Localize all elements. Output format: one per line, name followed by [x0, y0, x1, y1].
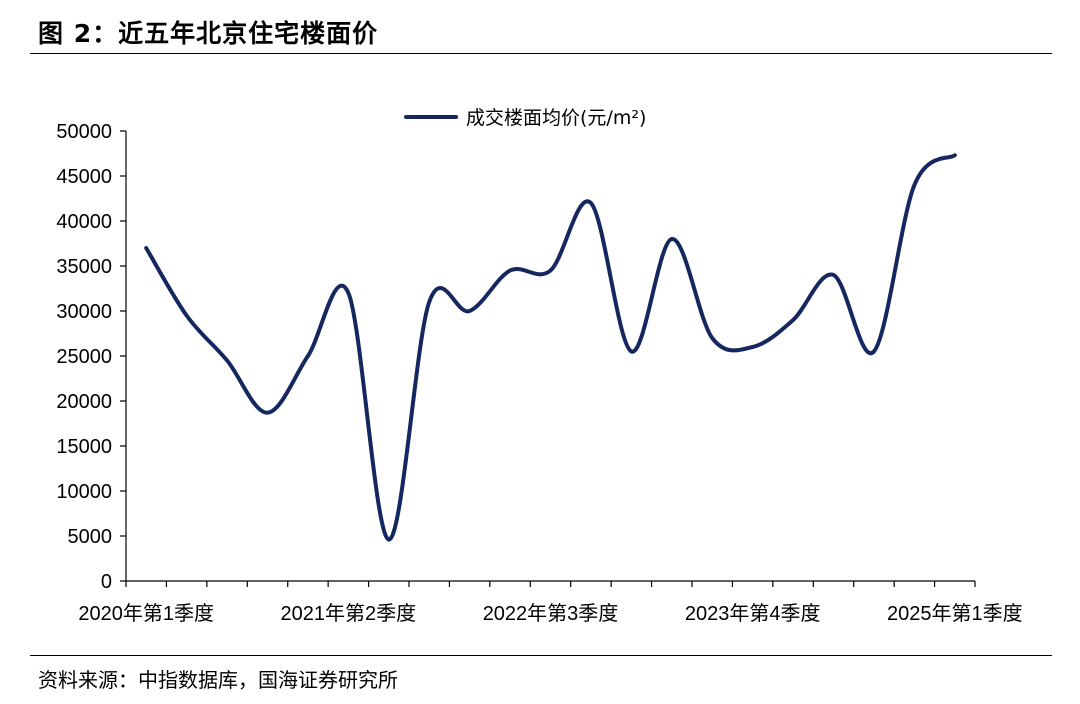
y-axis: 0 5000 10000 15000 20000 25000 30000 35000 40000… [56, 121, 127, 593]
data-point [144, 246, 148, 250]
y-tick-label: 20000 [56, 391, 112, 413]
data-point [751, 345, 755, 349]
data-point [225, 359, 229, 363]
y-tick-label: 10000 [56, 481, 112, 503]
data-point [670, 237, 674, 241]
y-tick-label: 0 [101, 571, 112, 593]
x-tick-label: 2022年第3季度 [483, 602, 619, 625]
bottom-rule [30, 655, 1052, 656]
data-point [306, 354, 310, 358]
data-point [872, 350, 876, 354]
data-point [468, 309, 472, 313]
y-tick-label: 50000 [56, 121, 112, 143]
data-point [710, 336, 714, 340]
y-tick-label: 25000 [56, 346, 112, 368]
y-tick-label: 5000 [68, 526, 113, 548]
series-group [144, 153, 957, 542]
y-tick-label: 35000 [56, 256, 112, 278]
data-point [589, 201, 593, 205]
data-point [549, 269, 553, 273]
x-tick-label: 2020年第1季度 [78, 602, 214, 625]
y-tick-label: 40000 [56, 211, 112, 233]
y-tick-label: 30000 [56, 301, 112, 323]
top-rule [30, 53, 1052, 54]
x-tick-label: 2021年第2季度 [281, 602, 417, 625]
data-point [185, 314, 189, 318]
data-point [791, 318, 795, 322]
legend-label: 成交楼面均价(元/m²) [466, 107, 646, 129]
data-point [427, 300, 431, 304]
y-tick-label: 15000 [56, 436, 112, 458]
data-point [832, 273, 836, 277]
data-point [629, 350, 633, 354]
x-tick-label: 2025年第1季度 [887, 602, 1023, 625]
data-point [912, 183, 916, 187]
data-point [387, 538, 391, 542]
figure-title: 图 2：近五年北京住宅楼面价 [38, 19, 379, 48]
y-tick-label: 45000 [56, 166, 112, 188]
series-line [144, 153, 957, 542]
x-axis: 2020年第1季度 2021年第2季度 2022年第3季度 2023年第4季度 2025… [78, 580, 1023, 625]
data-point [953, 153, 957, 157]
x-tick-label: 2023年第4季度 [685, 602, 821, 625]
data-point [508, 269, 512, 273]
source-note: 资料来源：中指数据库，国海证券研究所 [38, 668, 398, 692]
data-point [346, 291, 350, 295]
data-point [266, 411, 270, 415]
legend: 成交楼面均价(元/m²) [404, 107, 646, 129]
